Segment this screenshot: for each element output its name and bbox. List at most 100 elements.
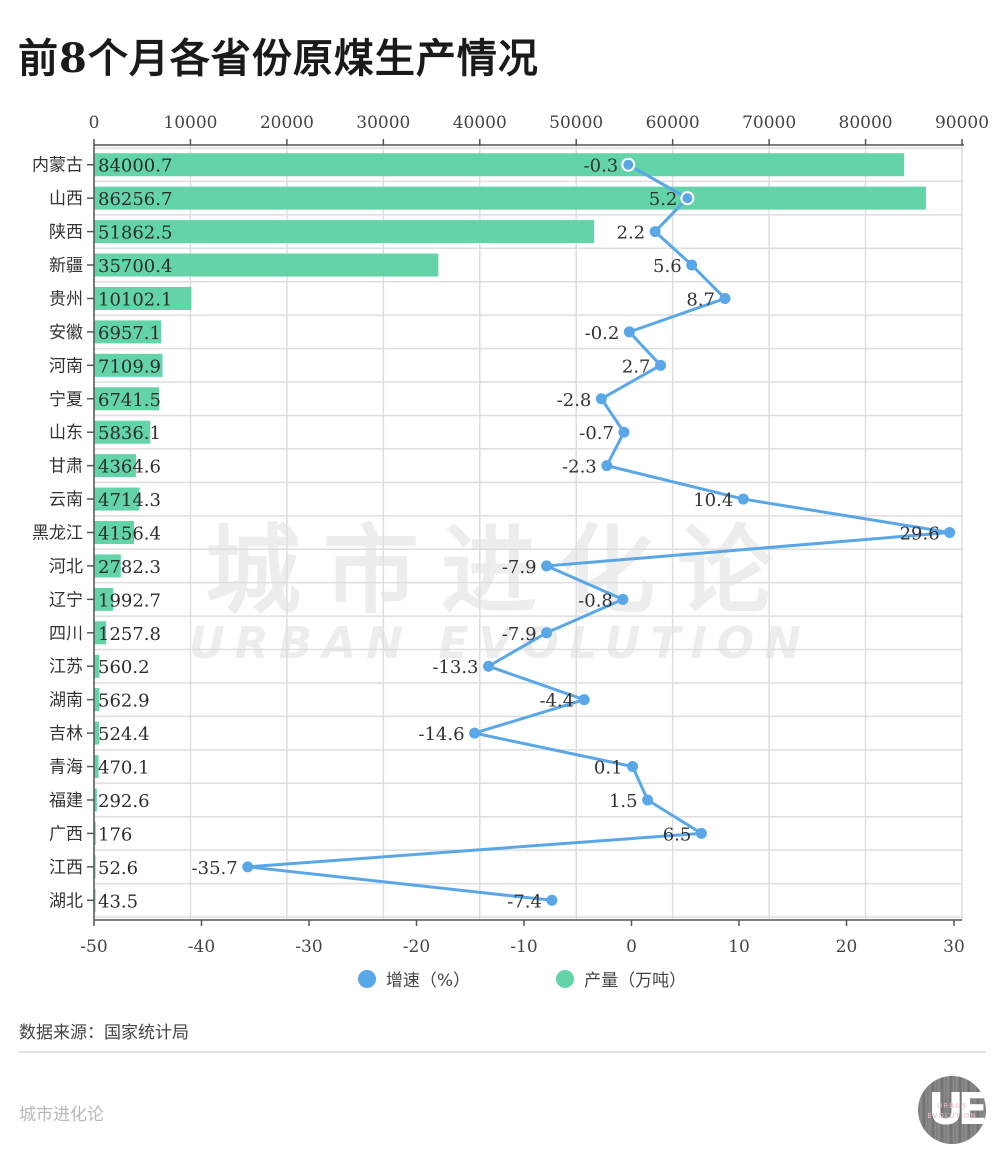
growth-value-label: -4.4 xyxy=(539,691,574,712)
bar[interactable] xyxy=(94,420,151,444)
bar[interactable] xyxy=(94,755,99,779)
legend-label: 增速（%） xyxy=(385,971,471,991)
bar-value-label: 84000.7 xyxy=(98,156,172,177)
growth-point[interactable] xyxy=(944,527,956,538)
bar[interactable] xyxy=(94,454,137,478)
bar-value-label: 43.5 xyxy=(98,891,138,912)
growth-value-label: 5.2 xyxy=(649,189,678,210)
bar-value-label: 6741.5 xyxy=(98,390,161,411)
bottom-tick-label: -10 xyxy=(510,937,537,957)
category-label: 甘肃 xyxy=(49,457,83,477)
growth-point[interactable] xyxy=(680,191,695,206)
growth-point[interactable] xyxy=(719,292,731,304)
category-label: 云南 xyxy=(49,490,83,510)
category-label: 河北 xyxy=(49,557,83,577)
category-label: 江西 xyxy=(49,858,83,878)
growth-value-label: 0.1 xyxy=(594,758,623,779)
growth-value-label: -2.8 xyxy=(557,390,592,411)
bar-value-label: 2782.3 xyxy=(98,557,161,578)
growth-point[interactable] xyxy=(695,827,707,839)
growth-value-label: 2.2 xyxy=(617,223,646,244)
growth-point[interactable] xyxy=(623,326,635,338)
bar-value-label: 86256.7 xyxy=(98,189,172,210)
bottom-tick-label: 30 xyxy=(943,937,965,957)
bar[interactable] xyxy=(94,721,100,745)
growth-point[interactable] xyxy=(483,660,495,672)
bar-value-label: 7109.9 xyxy=(98,356,161,377)
growth-point[interactable] xyxy=(541,627,553,639)
growth-point[interactable] xyxy=(627,761,639,773)
growth-point[interactable] xyxy=(617,593,629,605)
growth-value-label: 29.6 xyxy=(900,524,940,545)
growth-point[interactable] xyxy=(546,894,558,906)
bar[interactable] xyxy=(94,821,96,845)
bar[interactable] xyxy=(94,353,163,377)
growth-point[interactable] xyxy=(595,393,607,405)
bar-value-label: 4714.3 xyxy=(98,490,161,511)
bottom-tick-label: 10 xyxy=(728,937,750,957)
bar[interactable] xyxy=(94,153,905,177)
category-label: 安徽 xyxy=(49,323,83,343)
bar[interactable] xyxy=(94,621,107,645)
bar-value-label: 4156.4 xyxy=(98,524,161,545)
growth-point[interactable] xyxy=(737,493,749,505)
legend-item-output[interactable]: 产量（万吨） xyxy=(556,966,686,991)
category-label: 辽宁 xyxy=(49,590,83,610)
bar[interactable] xyxy=(94,654,100,678)
bar[interactable] xyxy=(94,186,926,210)
category-label: 湖南 xyxy=(49,691,83,711)
logo-letters: UE xyxy=(928,1084,986,1135)
bar-value-label: 292.6 xyxy=(98,791,150,812)
divider xyxy=(18,1051,986,1053)
bar-value-label: 1257.8 xyxy=(98,624,161,645)
bar-value-label: 10102.1 xyxy=(98,289,172,310)
bar[interactable] xyxy=(94,320,162,344)
growth-value-label: -35.7 xyxy=(192,858,238,879)
bottom-tick-label: 0 xyxy=(626,937,637,957)
growth-point[interactable] xyxy=(655,359,667,371)
growth-point[interactable] xyxy=(642,794,654,806)
category-label: 青海 xyxy=(49,758,83,778)
bar[interactable] xyxy=(94,286,192,310)
growth-value-label: -0.7 xyxy=(579,423,614,444)
bar[interactable] xyxy=(94,788,97,812)
growth-point[interactable] xyxy=(649,226,661,238)
bar-value-label: 562.9 xyxy=(98,691,150,712)
growth-point[interactable] xyxy=(621,157,636,172)
growth-point[interactable] xyxy=(618,426,630,438)
logo-text-line1: URBAN xyxy=(937,1102,967,1110)
bar[interactable] xyxy=(94,587,114,611)
growth-point[interactable] xyxy=(578,694,590,706)
bar[interactable] xyxy=(94,487,140,511)
brand-name: 城市进化论 xyxy=(19,1105,104,1125)
growth-value-label: 10.4 xyxy=(693,490,733,511)
category-label: 福建 xyxy=(49,791,83,811)
top-tick-label: 50000 xyxy=(549,113,603,133)
bar[interactable] xyxy=(94,253,439,277)
axes: 0 10000 20000 30000 40000 50000 60000 70000 8000… xyxy=(32,113,989,957)
growth-point[interactable] xyxy=(601,460,613,472)
bottom-tick-label: 20 xyxy=(836,937,858,957)
growth-point[interactable] xyxy=(469,727,481,739)
bar-series xyxy=(94,153,926,912)
bar[interactable] xyxy=(94,220,595,244)
bar-value-label: 6957.1 xyxy=(98,323,161,344)
bar[interactable] xyxy=(94,554,121,578)
growth-value-label: 2.7 xyxy=(622,356,651,377)
logo-icon: UE URBAN EVOLUTION xyxy=(918,1076,986,1144)
growth-point[interactable] xyxy=(541,560,553,572)
growth-value-label: -7.9 xyxy=(502,624,537,645)
bar[interactable] xyxy=(94,387,160,411)
legend-item-growth[interactable]: 增速（%） xyxy=(357,966,471,991)
bottom-tick-label: -50 xyxy=(80,937,107,957)
bar[interactable] xyxy=(94,688,100,712)
category-label: 山西 xyxy=(49,189,83,209)
bar[interactable] xyxy=(94,521,135,544)
growth-point[interactable] xyxy=(242,861,254,873)
legend-label: 产量（万吨） xyxy=(584,971,687,991)
growth-value-label: -0.8 xyxy=(578,590,613,611)
category-label: 黑龙江 xyxy=(32,524,83,544)
growth-point[interactable] xyxy=(686,259,698,271)
